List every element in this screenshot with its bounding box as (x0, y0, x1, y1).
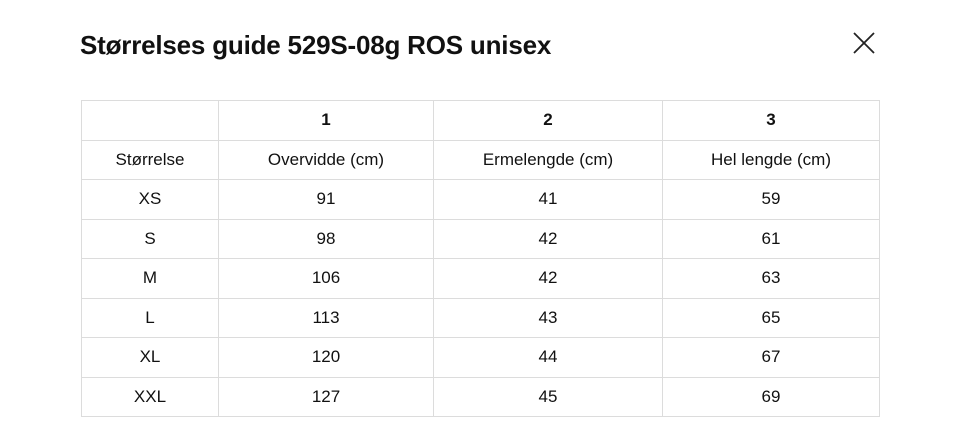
measure-cell: 44 (433, 337, 663, 378)
measure-cell: 127 (218, 376, 434, 417)
measure-cell: 41 (433, 179, 663, 220)
column-cell: Størrelse (81, 139, 219, 180)
size-row: M 106 42 63 (81, 258, 880, 299)
column-cell: Ermelengde (cm) (433, 139, 663, 180)
measure-cell: 43 (433, 297, 663, 338)
measure-cell: 106 (218, 258, 434, 299)
size-cell: XXL (81, 376, 219, 417)
group-cell: 2 (433, 100, 663, 141)
size-row: XS 91 41 59 (81, 179, 880, 220)
size-cell: S (81, 218, 219, 259)
column-cell: Overvidde (cm) (218, 139, 434, 180)
size-row: S 98 42 61 (81, 218, 880, 259)
column-row: Størrelse Overvidde (cm) Ermelengde (cm) He… (81, 139, 880, 180)
measure-cell: 91 (218, 179, 434, 220)
size-table: 1 2 3 Størrelse Overvidde (cm) Ermelengde (cm… (81, 100, 880, 417)
group-cell: 1 (218, 100, 434, 141)
column-cell: Hel lengde (cm) (662, 139, 880, 180)
measure-cell: 65 (662, 297, 880, 338)
size-cell: M (81, 258, 219, 299)
measure-cell: 63 (662, 258, 880, 299)
size-cell: XS (81, 179, 219, 220)
table-body: 1 2 3 Størrelse Overvidde (cm) Ermelengde (cm… (81, 100, 880, 417)
size-cell: L (81, 297, 219, 338)
measure-cell: 45 (433, 376, 663, 417)
size-row: XL 120 44 67 (81, 337, 880, 378)
close-button[interactable] (850, 29, 878, 57)
empty-cell (81, 100, 219, 141)
measure-cell: 42 (433, 258, 663, 299)
size-row: L 113 43 65 (81, 297, 880, 338)
measure-cell: 98 (218, 218, 434, 259)
size-cell: XL (81, 337, 219, 378)
group-cell: 3 (662, 100, 880, 141)
measure-cell: 61 (662, 218, 880, 259)
modal-title: Størrelses guide 529S-08g ROS unisex (80, 30, 552, 60)
measure-cell: 120 (218, 337, 434, 378)
measure-cell: 67 (662, 337, 880, 378)
measure-cell: 59 (662, 179, 880, 220)
measure-cell: 42 (433, 218, 663, 259)
measure-cell: 69 (662, 376, 880, 417)
close-icon (853, 32, 875, 54)
measure-cell: 113 (218, 297, 434, 338)
size-row: XXL 127 45 69 (81, 376, 880, 417)
